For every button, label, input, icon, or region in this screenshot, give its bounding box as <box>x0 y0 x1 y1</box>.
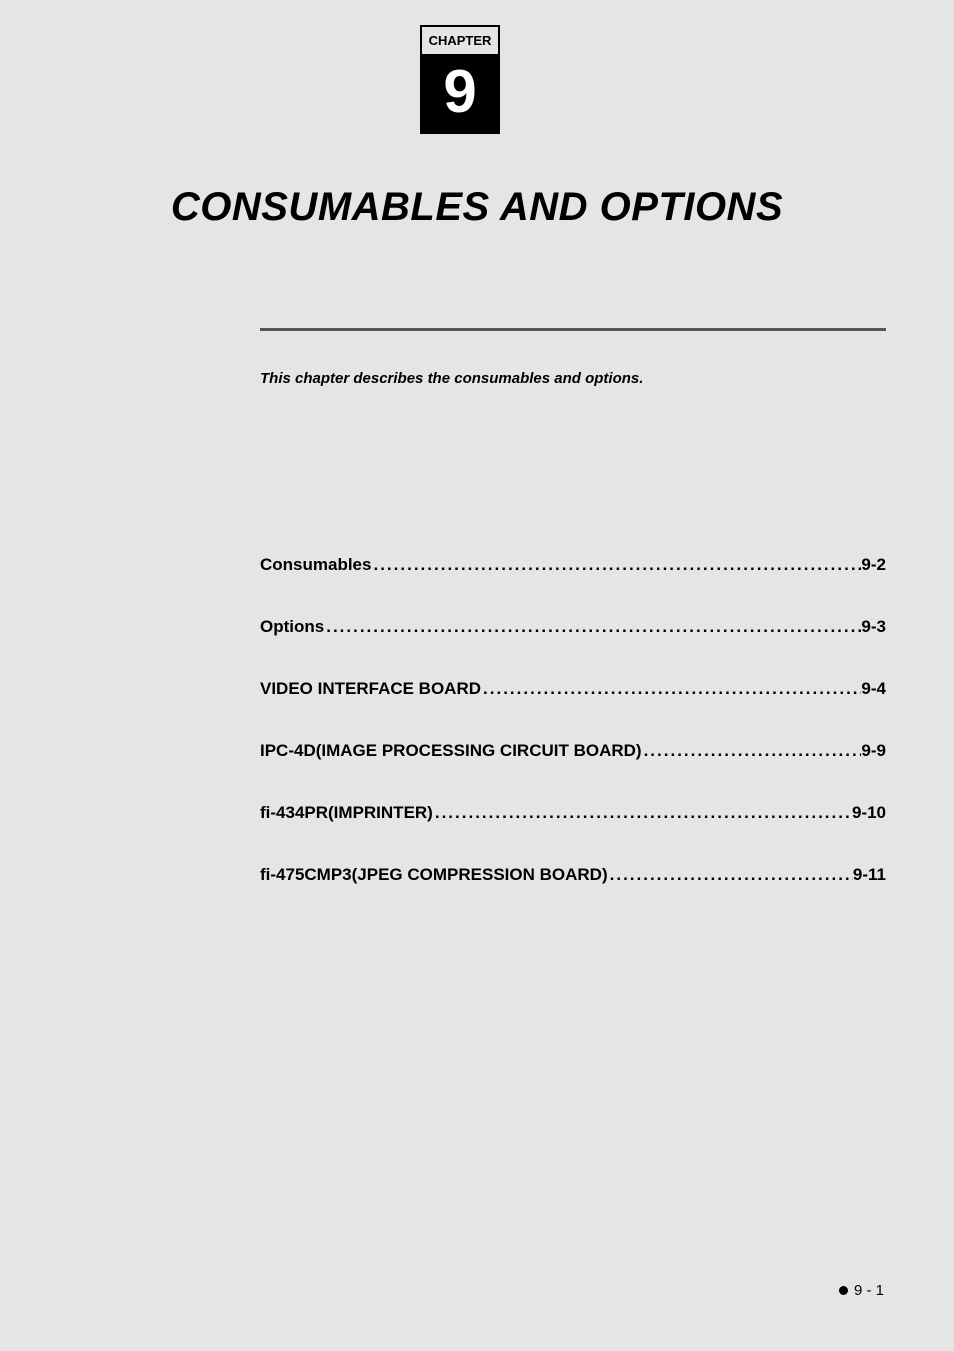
toc-entry: Options 9-3 <box>260 617 886 637</box>
chapter-badge: CHAPTER 9 <box>420 25 500 134</box>
toc-entry: fi-434PR(IMPRINTER) 9-10 <box>260 803 886 823</box>
toc-entry: Consumables 9-2 <box>260 555 886 575</box>
page-footer: 9 - 1 <box>839 1282 884 1299</box>
toc-page: 9-10 <box>852 803 886 823</box>
toc-leader <box>371 555 861 575</box>
table-of-contents: Consumables 9-2 Options 9-3 VIDEO INTERF… <box>260 555 886 927</box>
toc-page: 9-3 <box>861 617 886 637</box>
bullet-icon <box>839 1286 848 1295</box>
toc-label: Consumables <box>260 555 371 575</box>
toc-label: fi-475CMP3(JPEG COMPRESSION BOARD) <box>260 865 608 885</box>
toc-leader <box>481 679 861 699</box>
page-title: CONSUMABLES AND OPTIONS <box>0 185 954 230</box>
toc-entry: fi-475CMP3(JPEG COMPRESSION BOARD) 9-11 <box>260 865 886 885</box>
toc-page: 9-11 <box>853 865 886 885</box>
toc-page: 9-9 <box>861 741 886 761</box>
chapter-label: CHAPTER <box>420 25 500 54</box>
toc-label: IPC-4D(IMAGE PROCESSING CIRCUIT BOARD) <box>260 741 642 761</box>
toc-leader <box>324 617 861 637</box>
toc-label: VIDEO INTERFACE BOARD <box>260 679 481 699</box>
chapter-description: This chapter describes the consumables a… <box>260 370 643 387</box>
page-number: 9 - 1 <box>854 1282 884 1299</box>
toc-entry: IPC-4D(IMAGE PROCESSING CIRCUIT BOARD) 9… <box>260 741 886 761</box>
toc-leader <box>642 741 862 761</box>
title-divider <box>260 328 886 331</box>
chapter-number: 9 <box>420 54 500 134</box>
toc-label: fi-434PR(IMPRINTER) <box>260 803 433 823</box>
toc-entry: VIDEO INTERFACE BOARD 9-4 <box>260 679 886 699</box>
toc-leader <box>608 865 853 885</box>
toc-label: Options <box>260 617 324 637</box>
toc-leader <box>433 803 852 823</box>
toc-page: 9-2 <box>861 555 886 575</box>
toc-page: 9-4 <box>861 679 886 699</box>
